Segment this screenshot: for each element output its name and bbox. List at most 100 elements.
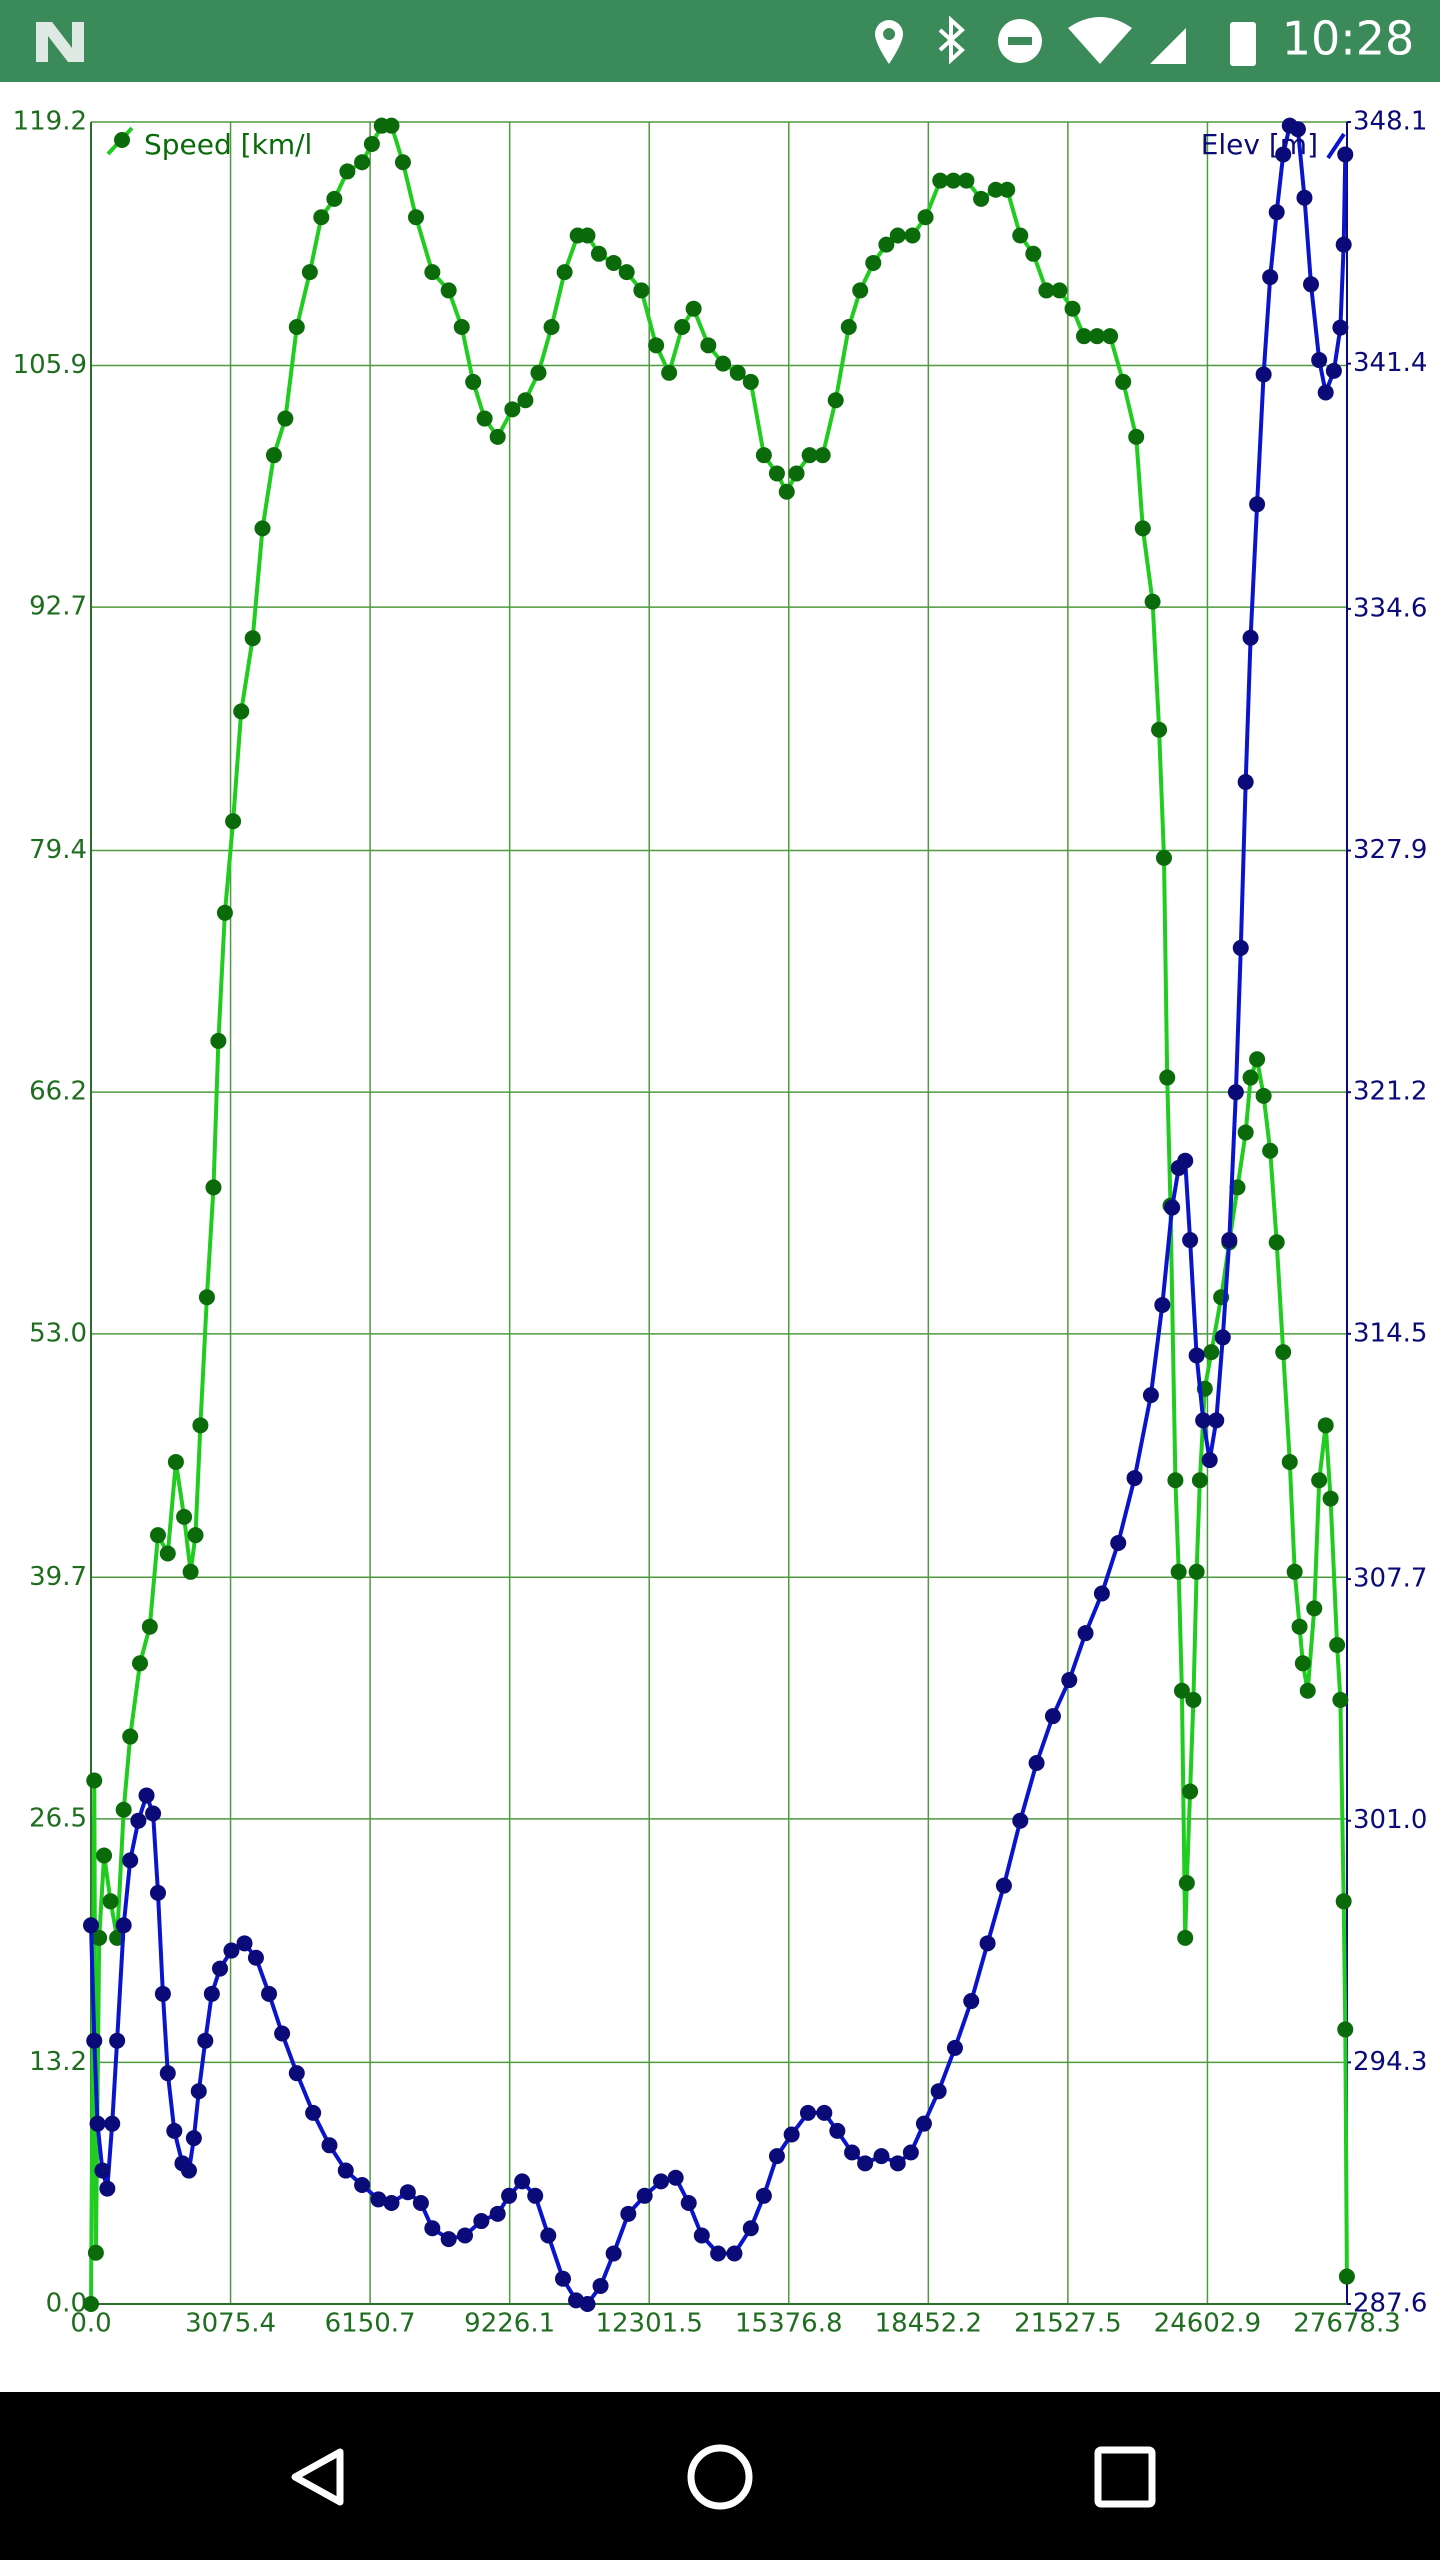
point [104,2115,121,2132]
point [83,1917,99,1934]
point [1126,1470,1143,1487]
point [99,2180,116,2197]
point [844,2144,861,2161]
point [674,319,691,336]
point [1170,1563,1187,1580]
y-tick-label: 0.0 [46,2289,87,2319]
point [1262,1142,1279,1159]
point [149,1527,166,1544]
point [1159,1069,1176,1086]
point [999,181,1016,198]
point [1173,1682,1190,1699]
point [995,1877,1012,1894]
point [987,181,1004,198]
point [1191,1472,1208,1489]
point [873,2148,890,2165]
point [685,300,702,317]
point [1128,428,1145,445]
point [244,630,261,647]
point [383,2195,400,2212]
point [633,282,650,299]
point [1227,1084,1244,1101]
point [1155,849,1172,866]
point [1077,1625,1094,1642]
point [1012,227,1029,244]
point [1317,384,1334,401]
point [1286,1563,1303,1580]
dnd-bar [1008,37,1032,45]
point [715,355,732,372]
point [827,392,844,409]
point [159,2065,176,2082]
point [579,227,596,244]
point [132,1655,149,1672]
point [96,1847,113,1864]
point [1249,496,1266,513]
y-tick-label: 119.2 [13,107,87,137]
point [424,264,441,281]
legend-swatch [1326,132,1346,160]
point [1185,1691,1202,1708]
point [223,1942,240,1959]
point [1325,362,1342,379]
y-tick-label: 79.4 [29,835,87,865]
point [930,2083,947,2100]
point [1237,1124,1254,1141]
x-tick-label: 21527.5 [1014,2309,1122,2339]
x-tick-label: 18452.2 [875,2309,983,2339]
point [620,2205,637,2222]
legend-marker [114,132,130,148]
point [326,190,343,207]
point [783,2126,800,2143]
x-tick-label: 9226.1 [464,2309,555,2339]
back-button[interactable] [291,2448,344,2506]
point [865,254,882,271]
point [700,337,717,354]
point [440,282,457,299]
point [354,154,371,171]
point [1332,1691,1349,1708]
point [489,428,506,445]
signal-icon [1150,28,1186,64]
point [216,904,233,921]
point [247,1949,264,1966]
home-button[interactable] [687,2444,753,2510]
point [1167,1472,1184,1489]
point [778,483,795,500]
x-tick-label: 15376.8 [735,2309,843,2339]
chart: 0.0 3075.4 6150.7 9226.1 12301.5 15376.8 18452… [13,107,1428,2339]
point [489,2205,506,2222]
point [225,813,242,830]
point [1311,1472,1328,1489]
point [185,2130,202,2147]
point [1208,1412,1225,1429]
point [212,1960,229,1977]
x-tick-label: 27678.3 [1293,2309,1401,2339]
point [457,2227,474,2244]
navigation-bar [0,2392,1440,2560]
point [412,2195,429,2212]
point [768,465,785,482]
recents-button[interactable] [1094,2446,1156,2508]
point [543,319,560,336]
point [87,2244,104,2261]
point [814,447,831,464]
point [1188,1347,1205,1364]
y-tick-label: 92.7 [29,592,87,622]
status-icons [875,15,1256,66]
point [1299,1682,1316,1699]
point [394,154,411,171]
point [648,337,665,354]
point [1075,328,1092,345]
point [1144,593,1161,610]
point [889,2155,906,2172]
point [453,319,470,336]
point [946,2039,963,2056]
point [902,2144,919,2161]
point [94,2162,111,2179]
point [1044,1708,1061,1725]
point [904,227,921,244]
point [313,209,330,226]
point [1289,121,1306,138]
